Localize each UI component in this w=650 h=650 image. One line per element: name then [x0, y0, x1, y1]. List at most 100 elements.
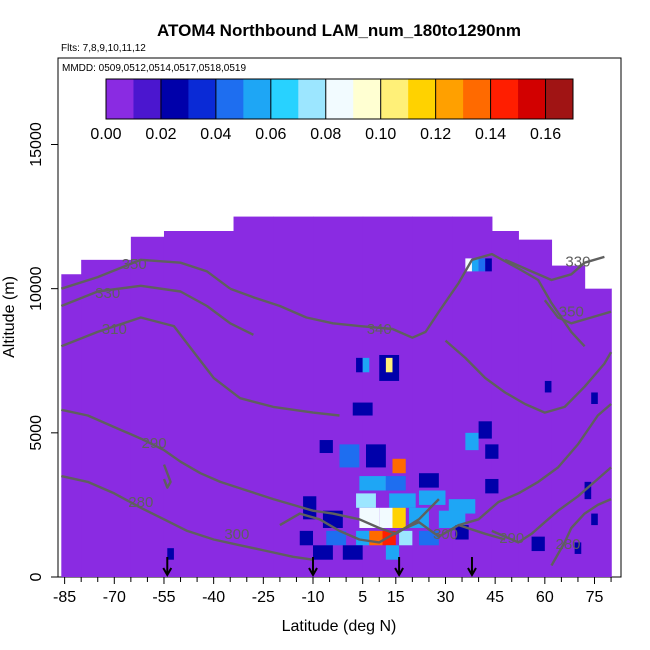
coverage-column [491, 231, 519, 577]
data-cell [465, 432, 479, 451]
x-tick-label: 15 [387, 589, 405, 606]
contour-line [504, 255, 605, 282]
colorbar: 0.00 0.02 0.04 0.06 0.08 0.10 0.12 0.14 0.16 [90, 78, 574, 143]
data-cell [392, 507, 406, 528]
contour-line [162, 464, 172, 489]
contour-line [60, 258, 231, 290]
contour-label: 310 [102, 321, 127, 338]
contour-line [458, 403, 612, 527]
flights-note: Flts: 7,8,9,10,11,12 [61, 43, 146, 54]
colorbar-swatch [518, 79, 547, 119]
x-tick-label: 45 [486, 589, 504, 606]
contour-line [60, 284, 254, 336]
y-tick-label: 10000 [28, 266, 45, 311]
data-cell [299, 530, 314, 546]
data-cell [303, 496, 317, 520]
colorbar-swatch [490, 79, 519, 119]
data-cell [485, 258, 492, 272]
data-cell [448, 499, 476, 514]
colorbar-swatches [106, 79, 574, 119]
data-cell [365, 444, 386, 468]
colorbar-swatch [270, 79, 299, 119]
data-cell [319, 440, 333, 454]
flight-marker-arrowhead [308, 567, 318, 578]
contour-label: 300 [224, 526, 249, 543]
contour-label: 330 [95, 285, 120, 302]
data-cell [531, 536, 545, 552]
data-cell [455, 525, 469, 540]
y-tick-label: 5000 [28, 415, 45, 451]
colorbar-swatch [545, 79, 574, 119]
colorbar-swatch [188, 79, 217, 119]
data-cell [471, 258, 479, 272]
contour-line [444, 339, 613, 414]
data-cell [591, 392, 598, 404]
y-axis-label: Altitude (m) [1, 276, 18, 358]
data-cell [342, 545, 363, 560]
data-cell [418, 530, 439, 546]
colorbar-swatch [408, 79, 437, 119]
contour-label: 290 [499, 530, 524, 547]
contour-label: 300 [433, 526, 458, 543]
dates-note: MMDD: 0509,0512,0514,0517,0518,0519 [62, 63, 246, 74]
y-tick-label: 15000 [28, 122, 45, 167]
coverage-column [233, 216, 274, 578]
contour-line [61, 474, 314, 561]
data-cell [399, 530, 413, 546]
data-cell [362, 357, 370, 373]
flight-marker-arrowhead [394, 567, 404, 578]
data-cell [418, 473, 439, 488]
colorbar-tick-label: 0.06 [255, 126, 286, 143]
colorbar-tick-label: 0.10 [365, 126, 396, 143]
colorbar-swatch [215, 79, 244, 119]
data-cell [385, 357, 393, 373]
data-cell [485, 444, 499, 459]
contour-line [60, 316, 340, 417]
contour-label: 290 [142, 435, 167, 452]
data-cell [356, 357, 363, 373]
colorbar-tick-label: 0.08 [310, 126, 341, 143]
coverage-column [273, 216, 314, 578]
contour-label: 280 [555, 536, 580, 553]
coverage-column [61, 274, 82, 577]
contour-label: 330 [565, 253, 590, 270]
data-cell [544, 380, 552, 393]
colorbar-swatch [463, 79, 492, 119]
x-tick-label: -85 [53, 589, 76, 606]
contour-line [229, 252, 586, 348]
x-tick-label: 5 [358, 589, 367, 606]
data-cell [478, 421, 492, 439]
colorbar-swatch [106, 79, 134, 119]
data-cell [392, 458, 406, 474]
x-tick-label: -25 [252, 589, 275, 606]
cells-layer [167, 258, 598, 560]
contour-line [491, 466, 612, 544]
data-cell [385, 476, 406, 491]
coverage-column [584, 288, 612, 577]
x-tick-label: -55 [152, 589, 175, 606]
colorbar-swatch [325, 79, 354, 119]
colorbar-tick-label: 0.04 [200, 126, 231, 143]
flight-marker-arrowhead [162, 567, 173, 578]
colorbar-tick-label: 0.02 [145, 126, 176, 143]
contour-line [61, 408, 440, 535]
contour-label: 350 [122, 256, 147, 273]
coverage-column [163, 231, 198, 577]
y-tick-label: 0 [28, 572, 45, 581]
x-axis: -85 -70 -55 -40 -25 -10 5 15 30 45 60 75 [53, 577, 612, 606]
x-tick-label: -70 [103, 589, 126, 606]
colorbar-swatch [133, 79, 162, 119]
colorbar-swatch [298, 79, 327, 119]
data-cell [352, 402, 373, 416]
data-cell [584, 481, 592, 500]
colorbar-tick-label: 0.12 [420, 126, 451, 143]
coverage-column [130, 236, 165, 577]
data-cell [485, 478, 499, 494]
colorbar-tick-label: 0.14 [475, 126, 506, 143]
y-axis: 0 5000 10000 15000 [28, 122, 58, 581]
colorbar-swatch [243, 79, 272, 119]
x-tick-label: -40 [202, 589, 225, 606]
